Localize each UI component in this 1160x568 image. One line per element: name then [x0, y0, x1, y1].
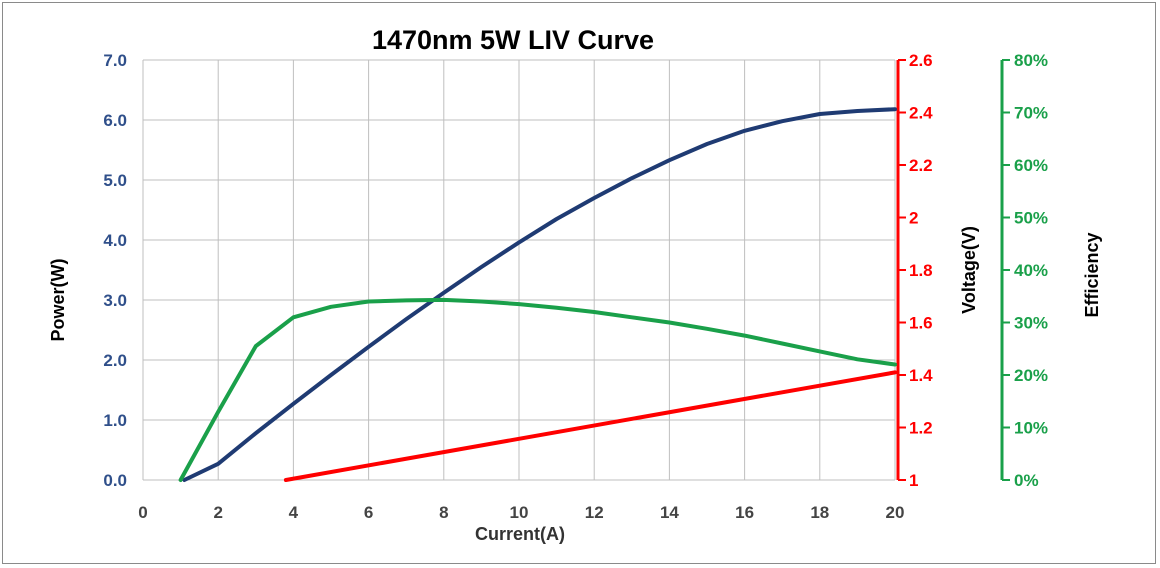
- x-tick-label: 8: [439, 503, 448, 522]
- y-tick-label-power: 3.0: [103, 291, 127, 310]
- x-tick-label: 16: [735, 503, 754, 522]
- y-tick-label-voltage: 2.2: [909, 156, 933, 175]
- y-tick-label-power: 2.0: [103, 351, 127, 370]
- axes: 0 2 4 6 8 10 12 14 16 18 200.01.02.03.04.05.06.07.…: [103, 51, 1048, 522]
- voltage-series-line: [283, 370, 897, 482]
- series-group: [178, 107, 897, 482]
- y-tick-label-efficiency: 80%: [1014, 51, 1048, 70]
- efficiency-series-line: [178, 297, 897, 482]
- y-tick-label-voltage: 1.2: [909, 419, 933, 438]
- y-tick-label-power: 6.0: [103, 111, 127, 130]
- x-tick-label: 2: [213, 503, 222, 522]
- y-tick-label-efficiency: 20%: [1014, 366, 1048, 385]
- x-axis-label: Current(A): [475, 524, 565, 544]
- y-axis-label-efficiency: Efficiency: [1082, 232, 1102, 317]
- y-tick-label-efficiency: 70%: [1014, 104, 1048, 123]
- y-tick-label-voltage: 1: [909, 471, 918, 490]
- x-tick-label: 14: [660, 503, 679, 522]
- y-tick-label-power: 0.0: [103, 471, 127, 490]
- x-tick-label: 12: [585, 503, 604, 522]
- y-tick-label-efficiency: 40%: [1014, 261, 1048, 280]
- y-tick-label-power: 1.0: [103, 411, 127, 430]
- y-tick-label-efficiency: 30%: [1014, 314, 1048, 333]
- y-tick-label-efficiency: 10%: [1014, 419, 1048, 438]
- x-tick-label: 20: [886, 503, 905, 522]
- y-tick-label-power: 7.0: [103, 51, 127, 70]
- y-tick-label-efficiency: 60%: [1014, 156, 1048, 175]
- y-tick-label-efficiency: 50%: [1014, 209, 1048, 228]
- y-tick-label-voltage: 2.6: [909, 51, 933, 70]
- y-tick-label-voltage: 1.6: [909, 314, 933, 333]
- y-tick-label-voltage: 1.4: [909, 366, 933, 385]
- x-tick-label: 0: [138, 503, 147, 522]
- y-tick-label-voltage: 2.4: [909, 104, 933, 123]
- y-tick-label-efficiency: 0%: [1014, 471, 1039, 490]
- chart-title: 1470nm 5W LIV Curve: [372, 25, 654, 55]
- y-axis-label-voltage: Voltage(V): [959, 226, 979, 314]
- power-series-line: [182, 107, 897, 482]
- y-axis-label-power: Power(W): [48, 258, 68, 341]
- y-tick-label-power: 4.0: [103, 231, 127, 250]
- y-tick-label-voltage: 2: [909, 209, 918, 228]
- y-tick-label-voltage: 1.8: [909, 261, 933, 280]
- x-tick-label: 10: [510, 503, 529, 522]
- y-tick-label-power: 5.0: [103, 171, 127, 190]
- x-tick-label: 6: [364, 503, 373, 522]
- x-tick-label: 18: [810, 503, 829, 522]
- x-tick-label: 4: [289, 503, 299, 522]
